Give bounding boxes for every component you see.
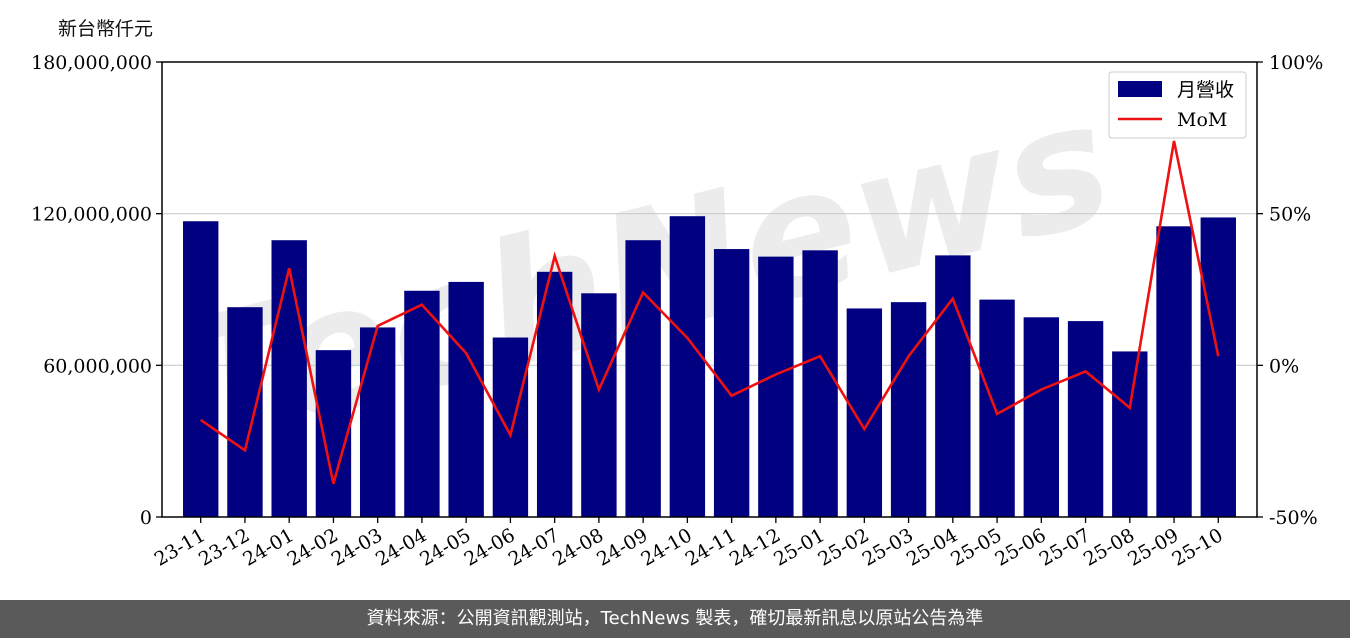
y-left-tick-label: 180,000,000	[31, 52, 152, 74]
bar-25-10	[1200, 217, 1236, 518]
bar-24-11	[713, 249, 750, 518]
legend-swatch-revenue	[1118, 81, 1162, 97]
bar-23-11	[183, 221, 219, 517]
x-tick-label: 25-10	[1168, 524, 1226, 570]
mom-line	[199, 140, 1220, 484]
bar-24-06	[492, 337, 529, 517]
bar-25-08	[1112, 351, 1148, 517]
bar-24-09	[625, 240, 661, 518]
y-axis-unit-label: 新台幣仟元	[58, 18, 154, 40]
bar-25-09	[1156, 226, 1192, 518]
y-left-tick-label: 120,000,000	[31, 204, 152, 226]
bar-25-06	[1023, 317, 1060, 517]
y-right-tick-label: 100%	[1269, 52, 1323, 74]
bar-25-07	[1067, 321, 1104, 517]
legend-label-revenue: 月營收	[1177, 79, 1234, 101]
plot-frame	[161, 61, 1258, 518]
y-right-tick-label: 0%	[1269, 355, 1299, 377]
source-footer: 資料來源：公開資訊觀測站，TechNews 製表，確切最新訊息以原站公告為準	[0, 600, 1350, 638]
bar-25-04	[935, 255, 971, 517]
bar-24-01	[271, 240, 307, 518]
y-left-tick-label: 60,000,000	[43, 355, 152, 377]
bar-25-02	[846, 308, 883, 517]
bar-24-08	[581, 293, 617, 517]
y-right-tick-label: -50%	[1269, 507, 1318, 529]
y-right-tick-label: 50%	[1269, 204, 1311, 226]
bar-24-10	[669, 216, 706, 517]
bar-24-02	[315, 350, 352, 517]
bar-24-12	[758, 256, 794, 517]
revenue-chart: TechNews060,000,000120,000,000180,000,00…	[31, 52, 1323, 571]
bar-24-07	[536, 271, 573, 517]
bar-23-12	[227, 307, 263, 517]
bar-24-05	[448, 281, 484, 517]
bar-24-04	[404, 290, 440, 517]
bar-25-01	[802, 250, 838, 517]
y-left-tick-label: 0	[140, 507, 152, 529]
bar-25-03	[890, 302, 927, 517]
bar-24-03	[359, 327, 396, 517]
legend-label-mom: MoM	[1177, 109, 1227, 131]
